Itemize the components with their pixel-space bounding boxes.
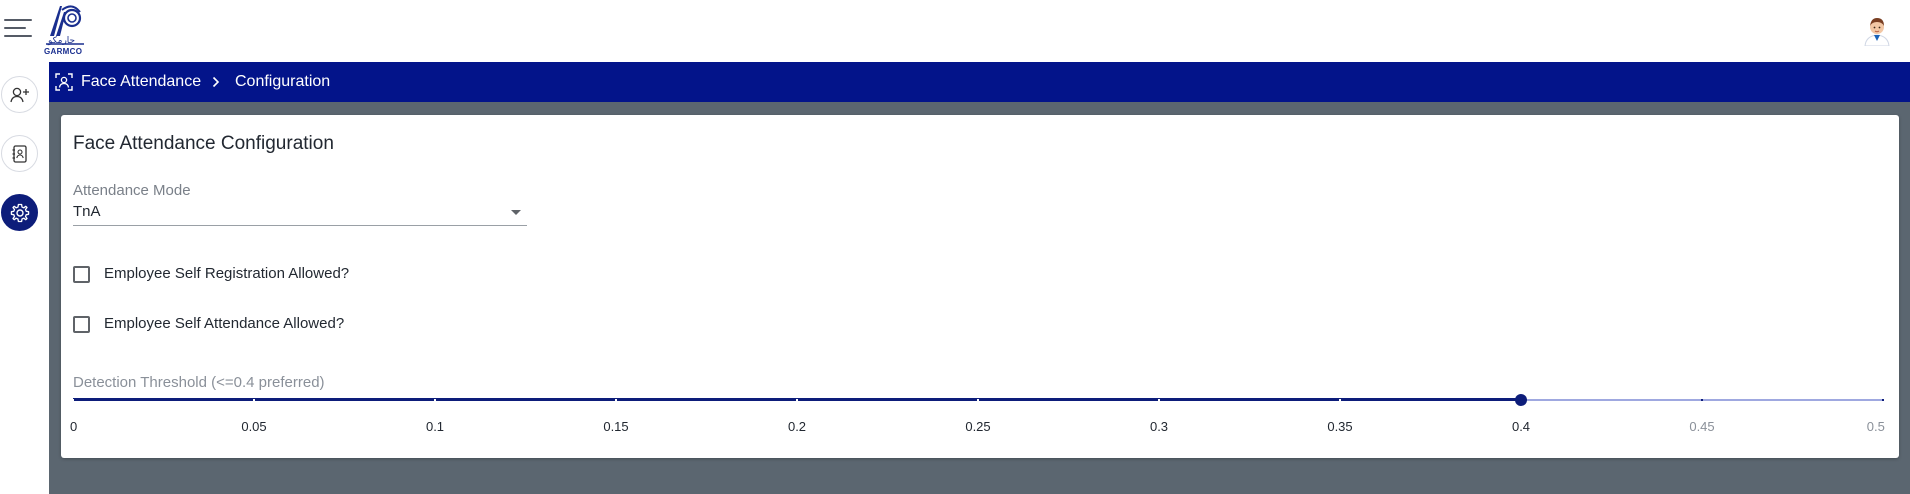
slider-tick-mark [434,399,436,401]
attendance-mode-label: Attendance Mode [73,182,191,199]
slider-tick-label: 0.5 [1866,419,1885,434]
side-rail [0,62,49,494]
page-title: Face Attendance Configuration [73,133,334,154]
gear-icon [10,203,29,222]
slider-tick-mark [1701,399,1703,401]
slider-tick-mark [1339,399,1341,401]
slider-tick-label: 0.45 [1689,419,1715,434]
slider-tick-mark [615,399,617,401]
slider-tick-mark [72,399,74,401]
slider-tick-label: 0.1 [425,419,445,434]
attendance-mode-value: TnA [73,203,101,220]
self-registration-label[interactable]: Employee Self Registration Allowed? [104,265,350,282]
caret-down-icon [511,210,521,215]
hamburger-icon[interactable] [2,14,34,40]
rail-contacts-button[interactable] [1,135,38,172]
slider-tick-mark [796,399,798,401]
breadcrumb: Face Attendance Configuration [49,62,1910,102]
slider-tick-label: 0.4 [1511,419,1531,434]
slider-tick-mark [977,399,979,401]
slider-tick-mark [1882,399,1884,401]
garmco-logo: جارمكو [42,2,88,58]
face-scan-icon [55,73,73,91]
slider-thumb[interactable] [1515,394,1527,406]
breadcrumb-face-attendance[interactable]: Face Attendance [81,73,202,90]
slider-tick-mark [1158,399,1160,401]
slider-tick-label: 0.25 [965,419,991,434]
detection-threshold-label: Detection Threshold (<=0.4 preferred) [73,374,325,391]
configuration-card: Face Attendance Configuration Attendance… [61,115,1899,458]
main-content: Face Attendance Configuration Face Atten… [49,62,1910,494]
slider-tick-label: 0.05 [241,419,267,434]
user-avatar-icon[interactable] [1862,14,1892,47]
slider-tick-label: 0.2 [787,419,807,434]
detection-threshold-slider[interactable]: 0 0.05 0.1 0.15 0.2 0.25 0.3 0.35 0.4 0.45 0.5 [70,387,1885,447]
rail-add-user-button[interactable] [1,76,38,113]
breadcrumb-configuration: Configuration [235,73,331,90]
slider-tick-label: 0.35 [1327,419,1353,434]
logo-arabic-text: جارمكو [47,36,75,46]
chevron-right-icon [212,76,220,88]
rail-settings-button[interactable] [1,194,38,231]
self-attendance-checkbox[interactable] [73,316,90,333]
contact-book-icon [12,144,27,163]
slider-tick-label: 0.15 [603,419,629,434]
logo-text: GARMCO [44,47,83,56]
self-attendance-label[interactable]: Employee Self Attendance Allowed? [104,315,345,332]
slider-tick-label: 0.3 [1149,419,1169,434]
attendance-mode-select[interactable]: TnA [73,201,527,226]
top-header: جارمكو GARMCO [0,0,1910,62]
slider-tick-mark [253,399,255,401]
slider-tick-label: 0 [70,419,78,434]
add-user-icon [9,87,29,102]
self-registration-checkbox[interactable] [73,266,90,283]
